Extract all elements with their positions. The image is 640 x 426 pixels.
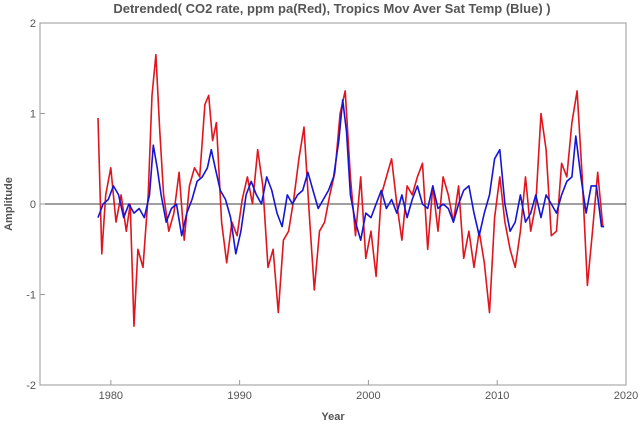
chart-title: Detrended( CO2 rate, ppm pa(Red), Tropic… (113, 1, 550, 16)
y-axis-label: Amplitude (3, 177, 15, 231)
y-tick-label: -1 (26, 290, 36, 302)
x-axis-label: Year (321, 411, 345, 423)
x-tick-label: 2020 (614, 390, 638, 402)
x-tick-label: 2010 (485, 390, 509, 402)
x-tick-label: 1990 (227, 390, 251, 402)
series-layer (97, 53, 605, 328)
y-tick-label: 0 (30, 199, 36, 211)
y-tick-label: 1 (30, 109, 36, 121)
y-tick-label: -2 (26, 380, 36, 392)
x-tick-label: 1980 (99, 390, 123, 402)
x-tick-label: 2000 (356, 390, 380, 402)
y-axis: -2 -1 0 1 2 (26, 18, 45, 392)
y-tick-label: 2 (30, 18, 36, 30)
x-axis: 1980 1990 2000 2010 2020 (99, 380, 638, 402)
series-line-blue (97, 99, 605, 255)
